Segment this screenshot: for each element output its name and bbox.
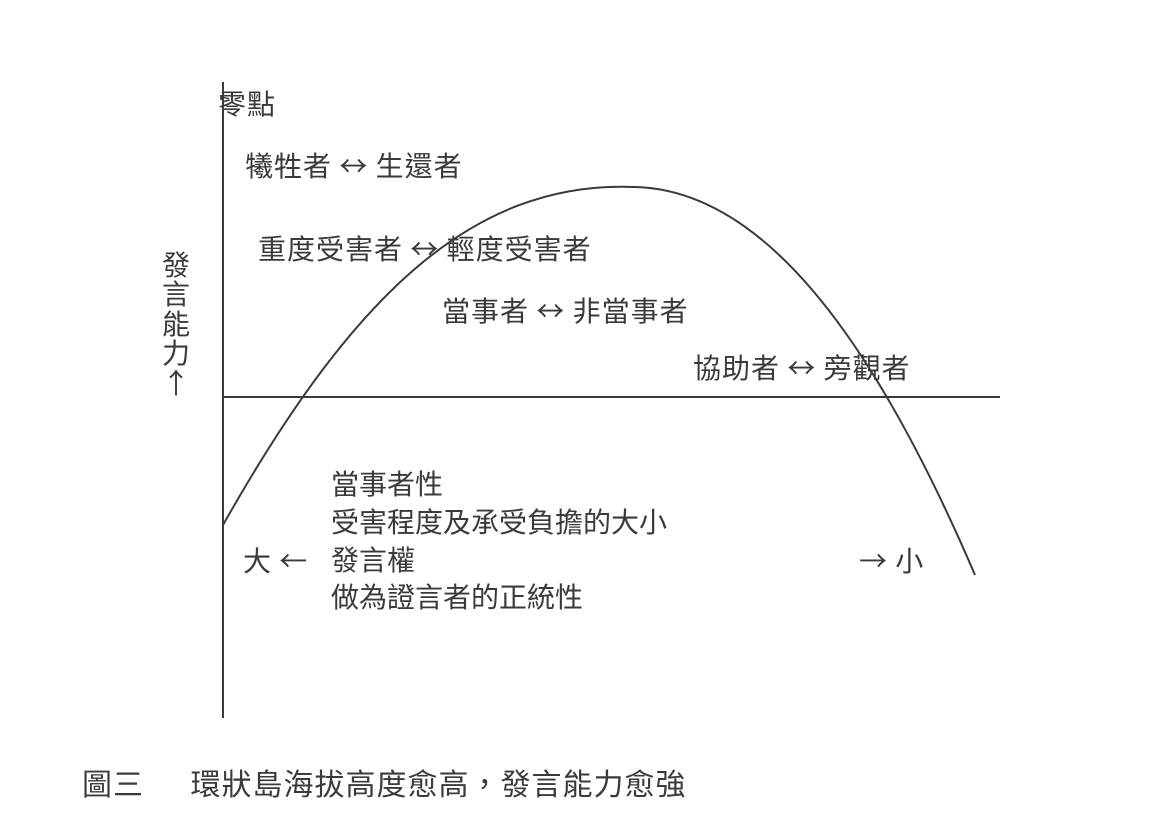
pair2-left: 重度受害者 — [258, 228, 403, 268]
caption-spacer — [152, 760, 183, 804]
figure-caption: 圖三 環狀島海拔高度愈高，發言能力愈強 — [82, 760, 686, 804]
pair4-right: 旁觀者 — [824, 347, 911, 387]
pair1-left: 犧牲者 — [245, 145, 332, 185]
list-line-3: 發言權 — [331, 541, 667, 579]
caption-prefix: 圖三 — [82, 760, 144, 804]
list-line-1: 當事者性 — [331, 465, 667, 503]
list-line-2: 受害程度及承受負擔的大小 — [331, 503, 667, 541]
scale-dimensions-list: 當事者性 受害程度及承受負擔的大小 發言權 做為證言者的正統性 — [331, 465, 667, 616]
pair-party-nonparty: 當事者 ↔ 非當事者 — [442, 290, 689, 330]
pair3-left: 當事者 — [442, 290, 529, 330]
pair2-right: 輕度受害者 — [447, 228, 592, 268]
pair4-left: 協助者 — [693, 347, 780, 387]
list-line-4: 做為證言者的正統性 — [331, 578, 667, 616]
scale-small-label: → 小 — [859, 540, 924, 580]
y-axis-label: 發 言 能 力 ↑ — [162, 250, 190, 397]
scale-big-label: 大 ← — [243, 540, 308, 580]
pair-heavy-light-victim: 重度受害者 ↔ 輕度受害者 — [258, 228, 592, 268]
arrow-up-icon: ↑ — [162, 368, 190, 397]
arrow-lr-icon: ↔ — [410, 228, 446, 268]
arrow-lr-icon: ↔ — [339, 145, 375, 185]
diagram-stage: 零點 犧牲者 ↔ 生還者 重度受害者 ↔ 輕度受害者 當事者 ↔ 非當事者 協助… — [0, 0, 1153, 836]
caption-text: 環狀島海拔高度愈高，發言能力愈強 — [190, 760, 686, 804]
pair3-right: 非當事者 — [573, 290, 689, 330]
pair-helper-bystander: 協助者 ↔ 旁觀者 — [693, 347, 911, 387]
zero-point-label: 零點 — [218, 83, 276, 123]
pair1-right: 生還者 — [376, 145, 463, 185]
diagram-svg — [0, 0, 1153, 836]
arrow-lr-icon: ↔ — [536, 290, 572, 330]
arrow-lr-icon: ↔ — [787, 347, 823, 387]
pair-victim-survivor: 犧牲者 ↔ 生還者 — [245, 145, 463, 185]
